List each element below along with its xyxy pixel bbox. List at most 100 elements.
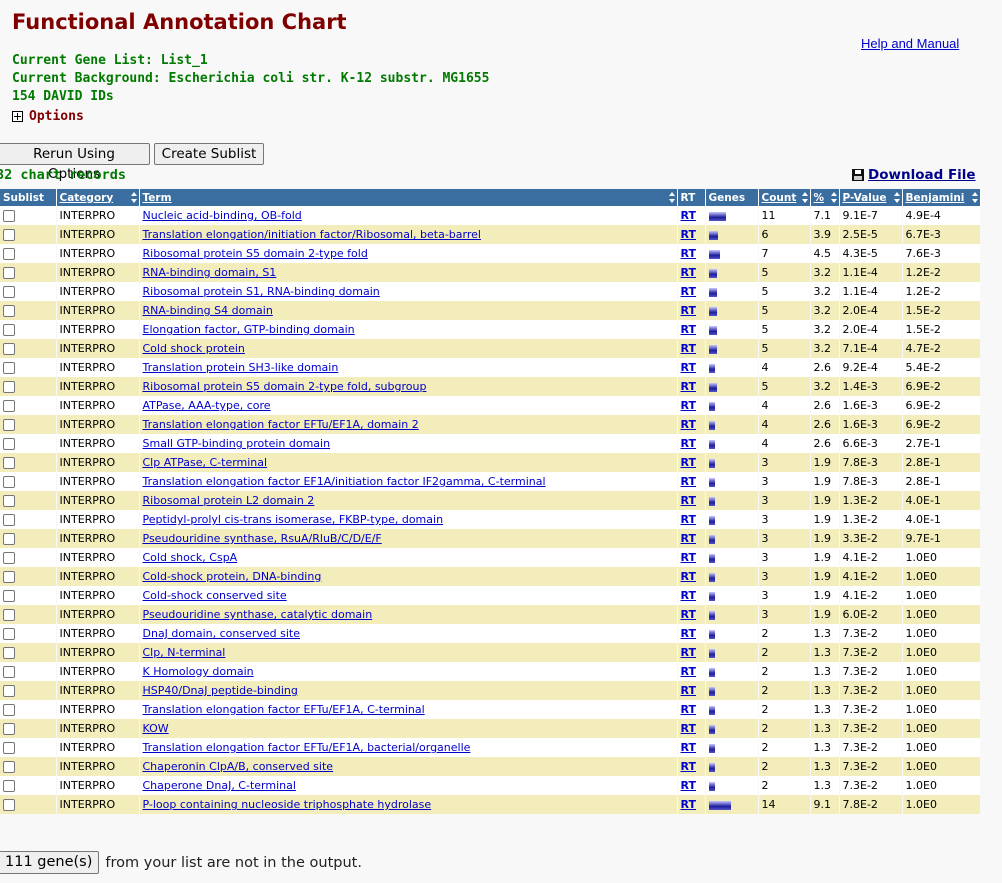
genes-bar[interactable] [708, 591, 715, 601]
term-link[interactable]: DnaJ domain, conserved site [142, 627, 301, 640]
sublist-checkbox[interactable] [3, 380, 15, 393]
rt-link[interactable]: RT [680, 798, 696, 811]
rt-link[interactable]: RT [680, 513, 696, 526]
sublist-checkbox[interactable] [3, 361, 15, 374]
help-link[interactable]: Help and Manual [861, 36, 960, 51]
term-link[interactable]: HSP40/DnaJ peptide-binding [142, 684, 298, 697]
expand-icon[interactable] [12, 111, 23, 122]
genes-bar[interactable] [708, 420, 715, 430]
genes-bar[interactable] [708, 382, 717, 392]
term-link[interactable]: Peptidyl-prolyl cis-trans isomerase, FKB… [142, 513, 444, 526]
term-link[interactable]: Ribosomal protein L2 domain 2 [142, 494, 315, 507]
genes-bar[interactable] [708, 781, 715, 791]
header-term[interactable]: Term [139, 189, 678, 206]
genes-bar[interactable] [708, 439, 715, 449]
rt-link[interactable]: RT [680, 665, 696, 678]
rt-link[interactable]: RT [680, 494, 696, 507]
genes-bar[interactable] [708, 762, 715, 772]
genes-bar[interactable] [708, 363, 715, 373]
term-link[interactable]: Translation elongation/initiation factor… [142, 228, 481, 241]
genes-bar[interactable] [708, 743, 715, 753]
genes-bar[interactable] [708, 325, 717, 335]
rt-link[interactable]: RT [680, 361, 696, 374]
genes-bar[interactable] [708, 705, 715, 715]
term-link[interactable]: Translation elongation factor EF1A/initi… [142, 475, 546, 488]
rt-link[interactable]: RT [680, 323, 696, 336]
genes-bar[interactable] [708, 629, 715, 639]
header-percent[interactable]: % [810, 189, 840, 206]
genes-bar[interactable] [708, 306, 717, 316]
sublist-checkbox[interactable] [3, 798, 15, 811]
rt-link[interactable]: RT [680, 589, 696, 602]
rt-link[interactable]: RT [680, 209, 696, 222]
rt-link[interactable]: RT [680, 342, 696, 355]
sublist-checkbox[interactable] [3, 475, 15, 488]
term-link[interactable]: P-loop containing nucleoside triphosphat… [142, 798, 432, 811]
rt-link[interactable]: RT [680, 741, 696, 754]
term-link[interactable]: Ribosomal protein S5 domain 2-type fold,… [142, 380, 427, 393]
term-link[interactable]: Pseudouridine synthase, catalytic domain [142, 608, 373, 621]
genes-bar[interactable] [708, 230, 718, 240]
term-link[interactable]: RNA-binding domain, S1 [142, 266, 277, 279]
sublist-checkbox[interactable] [3, 209, 15, 222]
create-sublist-button[interactable]: Create Sublist [154, 143, 264, 165]
rerun-button[interactable]: Rerun Using Options [0, 143, 150, 182]
sublist-checkbox[interactable] [3, 266, 15, 279]
rt-link[interactable]: RT [680, 437, 696, 450]
rt-link[interactable]: RT [680, 380, 696, 393]
genes-bar[interactable] [708, 724, 715, 734]
header-benjamini[interactable]: Benjamini [902, 189, 981, 206]
term-link[interactable]: KOW [142, 722, 169, 735]
sublist-checkbox[interactable] [3, 323, 15, 336]
rt-link[interactable]: RT [680, 703, 696, 716]
sublist-checkbox[interactable] [3, 760, 15, 773]
term-link[interactable]: Elongation factor, GTP-binding domain [142, 323, 355, 336]
options-toggle[interactable]: Options [12, 109, 84, 124]
genes-bar[interactable] [708, 610, 715, 620]
term-link[interactable]: Cold shock, CspA [142, 551, 238, 564]
term-link[interactable]: Translation elongation factor EFTu/EF1A,… [142, 703, 425, 716]
sublist-checkbox[interactable] [3, 608, 15, 621]
sublist-checkbox[interactable] [3, 684, 15, 697]
sublist-checkbox[interactable] [3, 646, 15, 659]
genes-not-in-output-button[interactable]: 111 gene(s) [0, 851, 100, 874]
header-count[interactable]: Count [758, 189, 811, 206]
header-category[interactable]: Category [56, 189, 140, 206]
genes-bar[interactable] [708, 515, 715, 525]
rt-link[interactable]: RT [680, 551, 696, 564]
rt-link[interactable]: RT [680, 475, 696, 488]
rt-link[interactable]: RT [680, 399, 696, 412]
genes-bar[interactable] [708, 572, 715, 582]
genes-bar[interactable] [708, 287, 717, 297]
genes-bar[interactable] [708, 800, 731, 810]
term-link[interactable]: K Homology domain [142, 665, 254, 678]
term-link[interactable]: Ribosomal protein S1, RNA-binding domain [142, 285, 380, 298]
sublist-checkbox[interactable] [3, 779, 15, 792]
sort-icon[interactable] [830, 192, 837, 203]
sublist-checkbox[interactable] [3, 285, 15, 298]
sublist-checkbox[interactable] [3, 228, 15, 241]
sublist-checkbox[interactable] [3, 399, 15, 412]
term-link[interactable]: Clp, N-terminal [142, 646, 226, 659]
genes-bar[interactable] [708, 648, 715, 658]
sublist-checkbox[interactable] [3, 456, 15, 469]
sublist-checkbox[interactable] [3, 247, 15, 260]
sublist-checkbox[interactable] [3, 665, 15, 678]
sublist-checkbox[interactable] [3, 722, 15, 735]
genes-bar[interactable] [708, 458, 715, 468]
sublist-checkbox[interactable] [3, 342, 15, 355]
rt-link[interactable]: RT [680, 304, 696, 317]
sort-icon[interactable] [801, 192, 808, 203]
rt-link[interactable]: RT [680, 779, 696, 792]
term-link[interactable]: RNA-binding S4 domain [142, 304, 273, 317]
sort-icon[interactable] [893, 192, 900, 203]
term-link[interactable]: Small GTP-binding protein domain [142, 437, 331, 450]
rt-link[interactable]: RT [680, 456, 696, 469]
term-link[interactable]: Clp ATPase, C-terminal [142, 456, 268, 469]
genes-bar[interactable] [708, 268, 717, 278]
rt-link[interactable]: RT [680, 418, 696, 431]
header-pvalue[interactable]: P-Value [839, 189, 903, 206]
sublist-checkbox[interactable] [3, 589, 15, 602]
rt-link[interactable]: RT [680, 570, 696, 583]
sublist-checkbox[interactable] [3, 513, 15, 526]
